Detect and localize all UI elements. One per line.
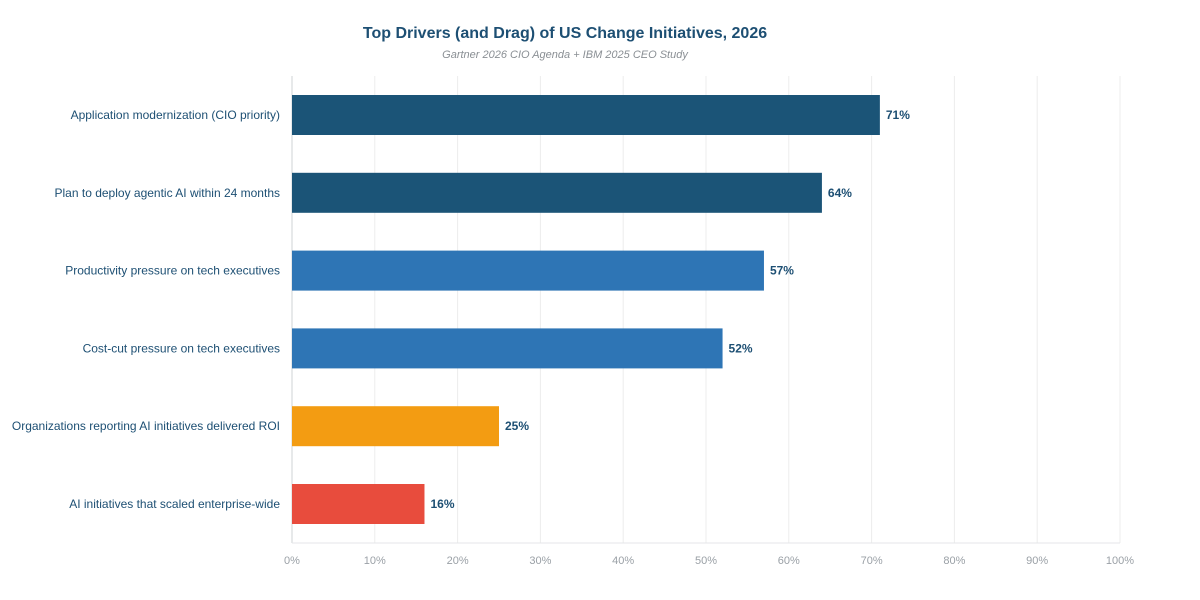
- category-label: Plan to deploy agentic AI within 24 mont…: [55, 186, 280, 200]
- x-tick-label: 40%: [612, 555, 634, 567]
- x-tick-label: 0%: [284, 555, 300, 567]
- x-axis-ticks: 0% 10% 20% 30% 40% 50% 60% 70% 80% 90% 100%: [284, 555, 1134, 567]
- bar: [292, 484, 425, 524]
- x-tick-label: 30%: [529, 555, 551, 567]
- data-label: 64%: [828, 186, 852, 200]
- bar: [292, 328, 723, 369]
- x-tick-label: 10%: [364, 555, 386, 567]
- bar: [292, 172, 822, 213]
- data-label: 57%: [770, 264, 794, 278]
- x-tick-label: 20%: [447, 555, 469, 567]
- x-tick-label: 50%: [695, 555, 717, 567]
- x-tick-label: 70%: [861, 555, 883, 567]
- data-label: 25%: [505, 419, 529, 433]
- category-label: AI initiatives that scaled enterprise-wi…: [69, 497, 280, 511]
- gridlines: [291, 76, 1121, 544]
- category-label: Organizations reporting AI initiatives d…: [12, 419, 280, 433]
- x-tick-label: 100%: [1106, 555, 1134, 567]
- x-tick-label: 90%: [1026, 555, 1048, 567]
- chart-title: Top Drivers (and Drag) of US Change Init…: [362, 25, 768, 42]
- data-label: 52%: [729, 341, 753, 355]
- labels: Application modernization (CIO priority)…: [12, 108, 910, 511]
- bar: [292, 406, 499, 447]
- x-tick-label: 60%: [778, 555, 800, 567]
- bar: [292, 250, 764, 291]
- category-label: Application modernization (CIO priority): [71, 108, 280, 122]
- category-label: Productivity pressure on tech executives: [65, 264, 280, 278]
- bar: [292, 95, 880, 135]
- bars: [292, 95, 880, 524]
- data-label: 16%: [430, 497, 454, 511]
- category-label: Cost-cut pressure on tech executives: [83, 341, 280, 355]
- chart-subtitle: Gartner 2026 CIO Agenda + IBM 2025 CEO S…: [442, 49, 688, 61]
- x-tick-label: 80%: [943, 555, 965, 567]
- data-label: 71%: [886, 108, 910, 122]
